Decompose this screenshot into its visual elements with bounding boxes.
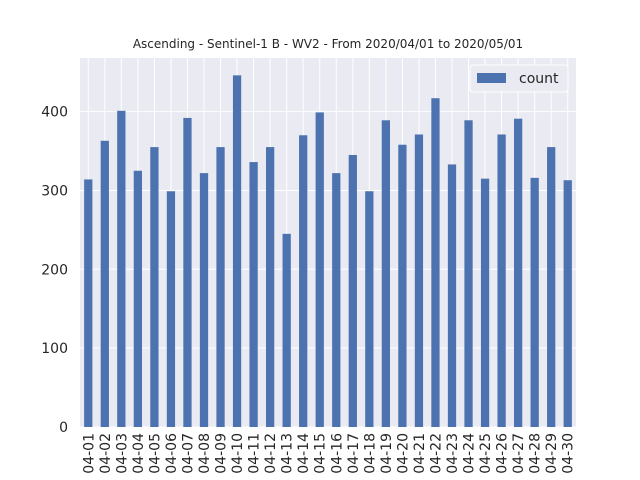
y-axis-tick-labels: 0 100 200 300 400 (41, 105, 68, 436)
x-tick-label: 04-18 (362, 433, 378, 474)
bar-04-03 (117, 110, 126, 428)
bar-04-13 (282, 233, 291, 427)
bar-04-15 (315, 112, 324, 428)
x-tick-label: 04-17 (346, 433, 362, 474)
bar-04-17 (348, 154, 357, 427)
x-tick-label: 04-12 (263, 433, 279, 474)
x-tick-label: 04-03 (114, 433, 130, 474)
legend-swatch-count (477, 73, 506, 83)
bar-04-25 (480, 178, 490, 427)
x-tick-label: 04-15 (313, 433, 329, 474)
legend-label-count: count (519, 71, 559, 87)
x-tick-label: 04-21 (412, 433, 428, 474)
bar-04-16 (332, 173, 341, 427)
chart-title: Ascending - Sentinel-1 B - WV2 - From 20… (133, 37, 523, 51)
x-tick-label: 04-19 (379, 433, 395, 474)
y-tick-label: 100 (41, 341, 68, 357)
x-tick-label: 04-04 (131, 433, 147, 474)
x-tick-label: 04-26 (495, 433, 511, 474)
bar-04-01 (84, 179, 93, 427)
bars (84, 75, 572, 428)
bar-04-06 (166, 191, 176, 427)
plot-area (80, 58, 576, 427)
x-tick-label: 04-22 (428, 433, 444, 474)
y-tick-label: 400 (41, 105, 68, 121)
bar-04-04 (133, 170, 142, 427)
bar-04-12 (266, 147, 275, 427)
legend-box (469, 64, 569, 93)
bar-04-11 (249, 162, 258, 428)
bar-04-05 (150, 147, 159, 427)
x-tick-label: 04-02 (98, 433, 114, 474)
bar-04-02 (100, 140, 109, 428)
y-tick-label: 0 (59, 420, 68, 436)
x-tick-label: 04-10 (230, 433, 246, 474)
x-tick-label: 04-25 (478, 433, 494, 474)
bar-04-19 (381, 120, 390, 428)
x-tick-label: 04-29 (544, 433, 560, 474)
bar-04-21 (414, 134, 424, 427)
y-tick-label: 200 (41, 262, 68, 278)
bar-04-14 (299, 135, 308, 427)
x-tick-label: 04-23 (445, 433, 461, 474)
bar-04-30 (563, 180, 572, 427)
x-tick-label: 04-20 (395, 433, 411, 474)
bar-04-07 (183, 117, 192, 427)
x-tick-label: 04-24 (462, 433, 478, 474)
x-tick-label: 04-11 (247, 433, 263, 474)
bar-04-18 (365, 191, 374, 427)
bar-04-22 (431, 98, 440, 427)
bar-04-10 (232, 75, 242, 427)
bar-04-23 (447, 164, 457, 427)
bar-04-28 (530, 177, 539, 427)
bar-04-08 (199, 173, 209, 427)
x-tick-label: 04-27 (511, 433, 527, 474)
bar-04-20 (398, 144, 407, 427)
bar-04-29 (547, 147, 556, 427)
bar-04-24 (464, 120, 473, 428)
bar-04-26 (497, 134, 506, 427)
x-tick-label: 04-08 (197, 433, 213, 474)
x-tick-label: 04-01 (81, 433, 97, 474)
x-tick-label: 04-05 (147, 433, 163, 474)
y-tick-label: 300 (41, 183, 68, 199)
x-axis-tick-labels: 04-01 04-02 04-03 04-04 04-05 04-06 04-07 04-08… (81, 433, 576, 474)
x-tick-label: 04-14 (296, 433, 312, 474)
x-tick-label: 04-28 (528, 433, 544, 474)
x-tick-label: 04-06 (164, 433, 180, 474)
x-tick-label: 04-30 (561, 433, 577, 474)
legend: count (469, 64, 569, 93)
x-tick-label: 04-13 (280, 433, 296, 474)
x-tick-label: 04-07 (180, 433, 196, 474)
bar-04-09 (216, 147, 225, 427)
x-tick-label: 04-09 (214, 433, 230, 474)
x-tick-label: 04-16 (329, 433, 345, 474)
bar-04-27 (514, 118, 523, 427)
